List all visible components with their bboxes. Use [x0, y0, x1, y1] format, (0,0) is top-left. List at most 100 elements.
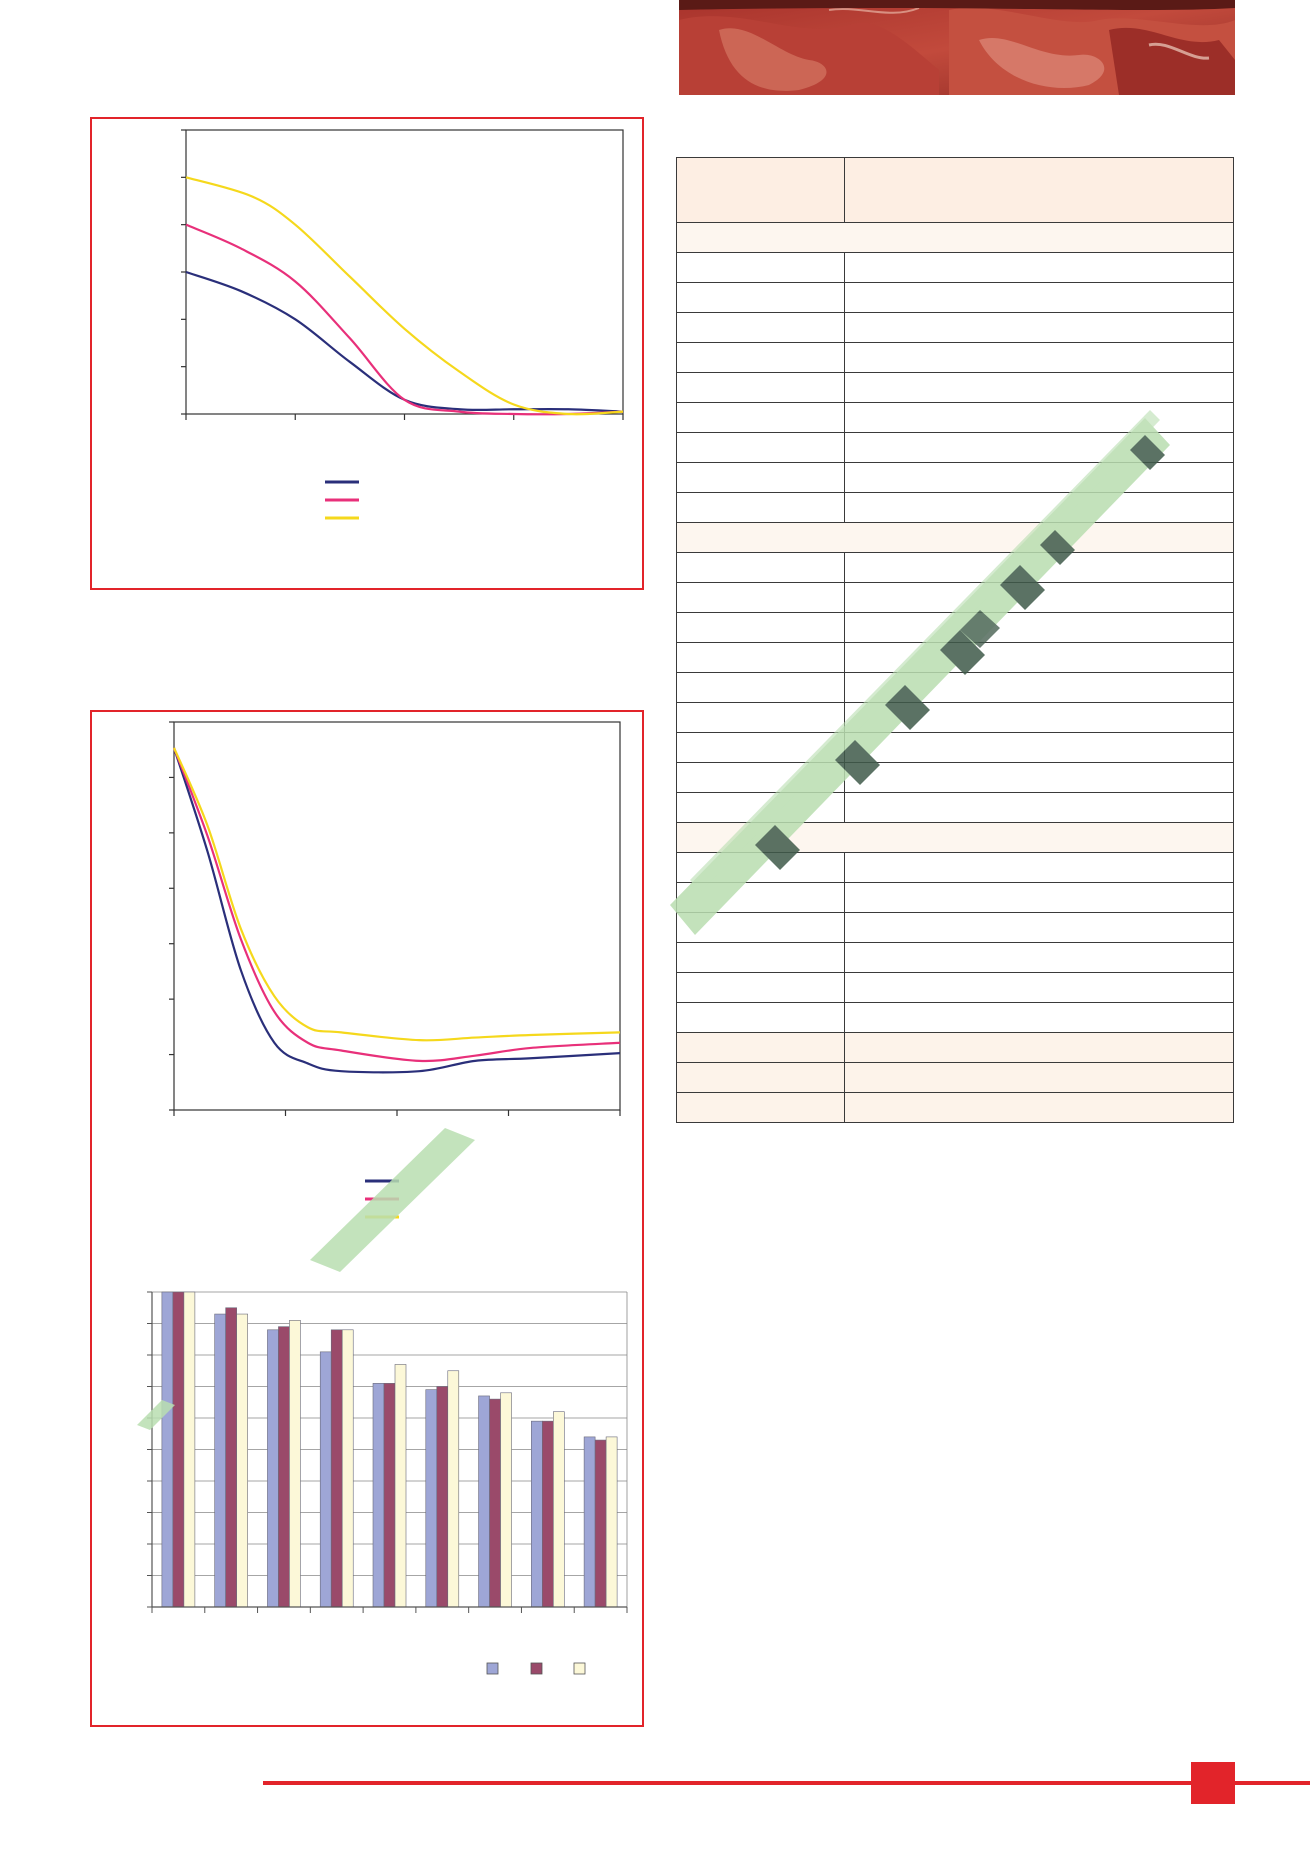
table-row: [676, 252, 1234, 283]
bar: [236, 1313, 248, 1608]
table-cell: [676, 882, 845, 913]
table-cell: [844, 1032, 1234, 1063]
series-line-3: [172, 747, 621, 1042]
table-cell: [676, 912, 845, 943]
bar: [172, 1291, 185, 1608]
plot-area: [173, 721, 621, 1111]
table-section-cell: [676, 522, 1234, 553]
table-cell: [676, 372, 845, 403]
table-cell: [844, 552, 1234, 583]
chart-3-legend: [486, 1662, 586, 1675]
series-line-1: [185, 270, 624, 413]
table-cell: [844, 762, 1234, 793]
table-row: [676, 522, 1234, 553]
bar: [383, 1383, 396, 1608]
table-cell: [676, 492, 845, 523]
table-row: [676, 672, 1234, 703]
bar: [161, 1291, 174, 1608]
bar: [267, 1329, 279, 1608]
bar: [330, 1329, 343, 1608]
bar: [553, 1411, 565, 1608]
table-cell: [676, 1032, 845, 1063]
table-cell: [844, 462, 1234, 493]
table-cell: [676, 582, 845, 613]
bar: [500, 1392, 512, 1608]
table-cell: [676, 702, 845, 733]
table-cell: [676, 612, 845, 643]
bar: [214, 1313, 226, 1608]
legend-swatch-3: [573, 1662, 586, 1675]
table-cell: [844, 1092, 1234, 1123]
table-cell: [844, 612, 1234, 643]
table-row: [676, 1062, 1234, 1093]
table-cell: [844, 882, 1234, 913]
table-cell: [676, 1062, 845, 1093]
table-cell: [844, 282, 1234, 313]
table-cell: [676, 792, 845, 823]
table-row: [676, 312, 1234, 343]
table-row: [676, 732, 1234, 763]
bar: [489, 1398, 501, 1608]
table-cell: [844, 432, 1234, 463]
chart-frame-2: [90, 710, 644, 1727]
recovery-line-chart: [169, 721, 621, 1116]
table-cell: [844, 582, 1234, 613]
table-cell: [676, 762, 845, 793]
table-row: [676, 942, 1234, 973]
table-row: [676, 372, 1234, 403]
table-cell: [676, 852, 845, 883]
table-cell: [844, 402, 1234, 433]
footer-rule: [263, 1781, 1310, 1785]
table-cell: [676, 157, 845, 223]
bar: [425, 1389, 438, 1608]
table-cell: [844, 912, 1234, 943]
table-cell: [844, 972, 1234, 1003]
table-row: [676, 1002, 1234, 1033]
table-cell: [844, 492, 1234, 523]
table-row: [676, 822, 1234, 853]
legend-swatch-2: [530, 1662, 543, 1675]
table-cell: [844, 312, 1234, 343]
table-cell: [844, 702, 1234, 733]
page-marker: [1191, 1762, 1235, 1804]
table-cell: [676, 282, 845, 313]
table-cell: [844, 157, 1234, 223]
grouped-bar-chart: [147, 1291, 628, 1613]
bar: [225, 1307, 237, 1608]
table-cell: [676, 252, 845, 283]
table-cell: [844, 942, 1234, 973]
table-cell: [676, 342, 845, 373]
bar: [436, 1386, 449, 1608]
table-cell: [676, 1002, 845, 1033]
data-table: [676, 157, 1234, 1123]
bar: [319, 1351, 332, 1608]
table-row: [676, 882, 1234, 913]
bar: [394, 1364, 407, 1608]
table-section-cell: [676, 222, 1234, 253]
chart-frame-1: [90, 117, 644, 590]
chart-1-legend: [325, 480, 359, 520]
table-cell: [676, 1092, 845, 1123]
table-row: [676, 282, 1234, 313]
table-cell: [844, 792, 1234, 823]
table-cell: [844, 642, 1234, 673]
table-row: [676, 582, 1234, 613]
table-cell: [676, 942, 845, 973]
table-row: [676, 642, 1234, 673]
table-cell: [676, 552, 845, 583]
bar: [372, 1383, 385, 1608]
table-row: [676, 157, 1234, 223]
table-row: [676, 1092, 1234, 1123]
table-row: [676, 972, 1234, 1003]
table-row: [676, 612, 1234, 643]
table-cell: [844, 342, 1234, 373]
chart-2-legend: [365, 1179, 399, 1219]
table-cell: [676, 672, 845, 703]
table-row: [676, 492, 1234, 523]
legend-swatch-1: [486, 1662, 499, 1675]
series-line-2: [172, 747, 621, 1063]
bar: [341, 1329, 354, 1608]
table-row: [676, 912, 1234, 943]
series-line-3: [185, 176, 624, 416]
table-cell: [676, 732, 845, 763]
